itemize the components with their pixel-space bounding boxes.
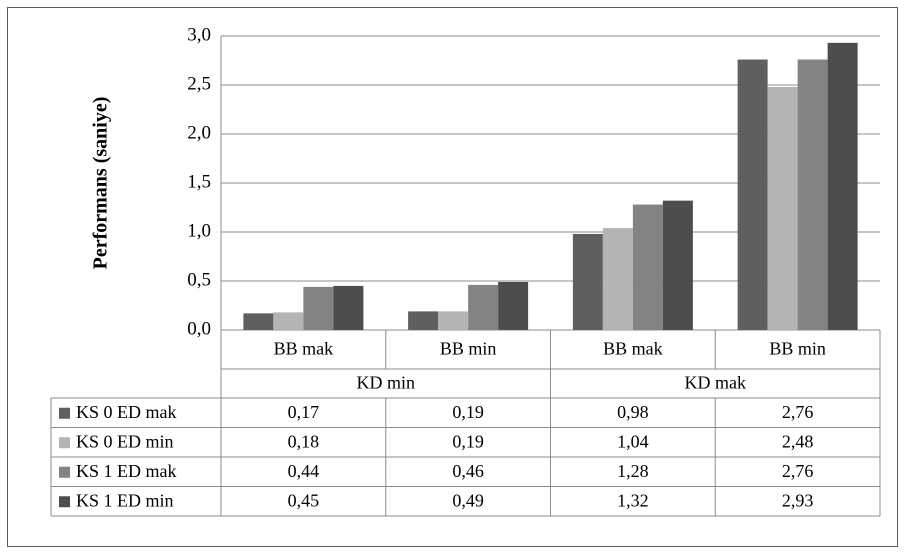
bar-ks-1-ed-mak	[468, 284, 499, 330]
chart-frame	[7, 7, 898, 547]
legend-key	[59, 407, 70, 419]
data-cell: 0,98	[617, 402, 649, 422]
bar-ks-0-ed-mak	[572, 233, 603, 330]
data-cell: 0,17	[288, 402, 320, 422]
data-cell: 2,76	[782, 461, 814, 481]
y-tick-label: 0,0	[187, 318, 211, 339]
y-tick-label: 2,0	[187, 122, 211, 143]
bar-ks-0-ed-min	[767, 86, 798, 331]
y-tick-label: 3,0	[187, 24, 211, 45]
bar-ks-0-ed-mak	[408, 311, 439, 330]
category-label: BB mak	[603, 339, 663, 359]
category-label: BB min	[440, 339, 497, 359]
legend-key	[59, 437, 70, 449]
data-cell: 0,49	[452, 490, 484, 510]
data-cell: 0,18	[288, 431, 320, 451]
bar-ks-0-ed-mak	[243, 313, 274, 330]
bar-ks-1-ed-min	[827, 42, 858, 331]
bar-ks-1-ed-mak	[303, 286, 334, 330]
data-cell: 1,32	[617, 490, 649, 510]
bar-ks-0-ed-min	[602, 228, 633, 330]
data-cell: 0,46	[452, 461, 484, 481]
data-cell: 2,76	[782, 402, 814, 422]
legend-key	[59, 466, 70, 478]
data-cell: 0,45	[288, 490, 320, 510]
data-cell: 0,19	[452, 431, 484, 451]
category-group-label: KD min	[357, 373, 416, 393]
legend-entry: KS 0 ED min	[76, 431, 174, 451]
bar-ks-1-ed-mak	[797, 59, 828, 331]
bar-ks-1-ed-min	[333, 285, 364, 330]
bar-ks-1-ed-min	[662, 200, 693, 330]
data-cell: 0,19	[452, 402, 484, 422]
legend-entry: KS 1 ED mak	[76, 461, 177, 481]
data-cell: 1,28	[617, 461, 649, 481]
legend-key	[59, 496, 70, 508]
category-label: BB min	[769, 339, 826, 359]
y-tick-label: 1,5	[187, 171, 211, 192]
y-tick-label: 2,5	[187, 73, 211, 94]
bar-ks-0-ed-min	[273, 312, 304, 330]
y-tick-label: 1,0	[187, 220, 211, 241]
bar-ks-1-ed-mak	[632, 204, 663, 330]
category-group-label: KD mak	[685, 373, 747, 393]
data-cell: 2,93	[782, 490, 814, 510]
legend-entry: KS 1 ED min	[76, 490, 174, 510]
category-label: BB mak	[274, 339, 334, 359]
y-tick-label: 0,5	[187, 269, 211, 290]
bar-ks-0-ed-mak	[737, 59, 768, 331]
data-cell: 2,48	[782, 431, 814, 451]
legend-entry: KS 0 ED mak	[76, 402, 177, 422]
data-cell: 0,44	[288, 461, 320, 481]
bar-ks-1-ed-min	[498, 281, 529, 330]
bar-ks-0-ed-min	[438, 311, 469, 330]
data-cell: 1,04	[617, 431, 649, 451]
y-axis-title: Performans (saniye)	[90, 97, 112, 270]
